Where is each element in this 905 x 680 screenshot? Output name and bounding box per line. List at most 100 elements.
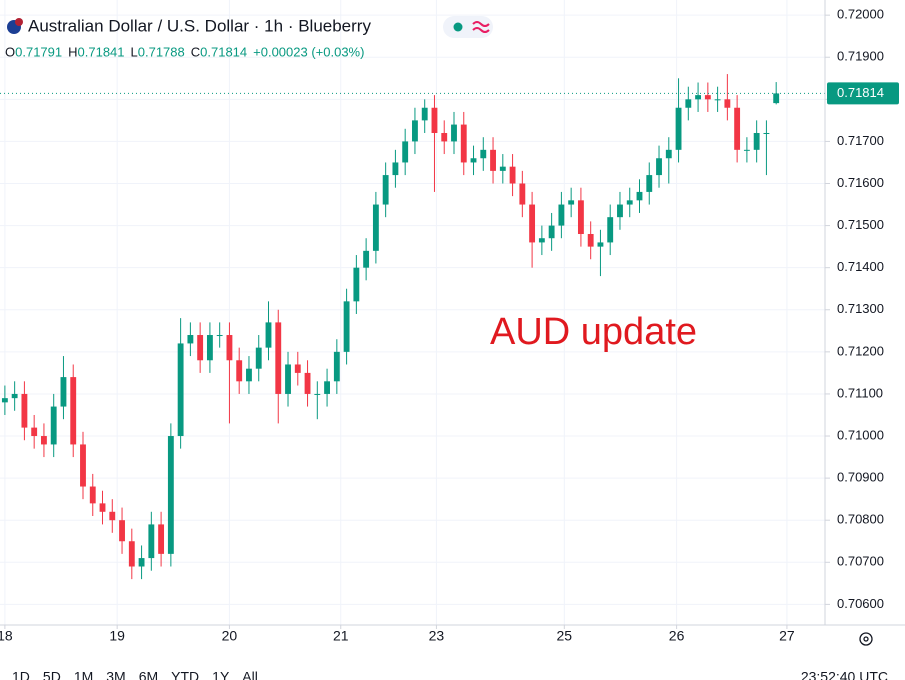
x-tick-label: 21: [333, 628, 349, 644]
price-change: +0.00023 (+0.03%): [253, 44, 364, 59]
candles: [0, 74, 825, 580]
candle-body: [119, 520, 125, 542]
candle-body: [724, 99, 731, 108]
candle-body: [665, 149, 672, 159]
x-tick-label: 19: [109, 628, 125, 644]
clock: 23:52:40 UTC: [801, 669, 888, 680]
candle-body: [324, 381, 330, 394]
range-button[interactable]: YTD: [171, 669, 199, 680]
candle-body: [246, 368, 252, 382]
range-button[interactable]: 1M: [74, 669, 93, 680]
candle-body: [431, 107, 438, 133]
annotation: AUD update: [490, 311, 697, 353]
range-button[interactable]: 6M: [139, 669, 158, 680]
ohlc-label: L: [131, 44, 138, 59]
candle-body: [80, 444, 86, 487]
x-tick-label: 26: [669, 628, 685, 644]
candle-body: [99, 503, 106, 512]
ohlc-value: 0.71841: [78, 44, 125, 59]
candle-body: [558, 204, 565, 226]
toolbar: 1D 5D 1M 3M 6M YTD 1Y All 23:52:40 UTC: [12, 669, 888, 680]
candle-body: [480, 149, 487, 159]
candle-body: [363, 250, 370, 268]
candle-body: [382, 175, 389, 205]
candle-body: [743, 149, 750, 151]
candle-body: [402, 141, 409, 163]
x-tick-label: 18: [0, 628, 13, 644]
y-tick-label: 0.71000: [837, 427, 884, 442]
candle-body: [41, 436, 47, 445]
range-button[interactable]: 3M: [106, 669, 125, 680]
candle-body: [31, 427, 38, 437]
ohlc-value: 0.71791: [15, 44, 62, 59]
last-price-box: [827, 82, 899, 105]
candle-body: [470, 158, 477, 163]
candle-body: [460, 124, 467, 163]
candle-body: [285, 364, 291, 394]
range-button[interactable]: All: [242, 669, 258, 680]
ohlc-legend: O 0.71791 H 0.71841 L 0.71788 C 0.71814 +0.00023…: [5, 44, 364, 59]
y-tick-label: 0.72000: [837, 7, 884, 22]
ohlc-label: C: [191, 44, 200, 59]
candle-body: [158, 524, 165, 554]
candle-body: [187, 335, 194, 344]
candle-body: [490, 149, 496, 171]
candle-body: [206, 335, 213, 361]
y-tick-label: 0.70600: [837, 596, 884, 611]
candle-body: [607, 217, 614, 243]
settings-icon[interactable]: [859, 632, 873, 646]
candle-body: [675, 107, 682, 150]
range-button[interactable]: 1D: [12, 669, 30, 680]
candle-body: [275, 322, 282, 394]
candle-body: [128, 541, 135, 567]
ohlc-label: H: [68, 44, 77, 59]
y-tick-label: 0.71200: [837, 343, 884, 358]
flag-icon: [15, 18, 23, 26]
candle-body: [753, 132, 760, 150]
candle-body: [70, 377, 77, 445]
candle-body: [255, 347, 262, 369]
candle-body: [333, 351, 340, 382]
status-badge[interactable]: [443, 16, 493, 38]
candle-body: [343, 301, 350, 352]
candle-body: [148, 524, 155, 559]
candle-body: [304, 372, 311, 394]
y-tick-label: 0.71100: [837, 385, 883, 400]
candle-body: [451, 124, 457, 142]
settings-icon: [863, 636, 869, 642]
candle-body: [441, 132, 448, 142]
x-tick-label: 25: [557, 628, 573, 644]
candle-body: [353, 267, 360, 302]
x-tick-label: 23: [429, 628, 445, 644]
time-axis: 18 19 20 21 23 25 26 27: [0, 625, 795, 644]
candle-body: [372, 204, 379, 251]
candle-body: [656, 158, 662, 176]
y-tick-label: 0.71600: [837, 175, 884, 190]
ohlc-value: 0.71788: [138, 44, 185, 59]
x-tick-label: 27: [779, 628, 795, 644]
range-button[interactable]: 5D: [43, 669, 61, 680]
candle-body: [392, 162, 399, 176]
candle-body: [587, 234, 594, 247]
candle-body: [412, 120, 418, 142]
candle-body: [519, 183, 526, 205]
candle-body: [21, 393, 28, 428]
candle-body: [714, 99, 721, 101]
y-tick-label: 0.71700: [837, 133, 884, 148]
candle-body: [704, 95, 711, 100]
candle-body: [626, 200, 633, 205]
candle-body: [499, 166, 506, 171]
candle-body: [1, 398, 8, 403]
range-button[interactable]: 1Y: [212, 669, 230, 680]
ohlc-value: 0.71814: [200, 44, 247, 59]
candle-body: [548, 225, 555, 239]
candle-body: [236, 360, 243, 382]
candle-body: [538, 238, 545, 243]
symbol-title[interactable]: Australian Dollar / U.S. Dollar · 1h · B…: [28, 16, 371, 35]
candle-body: [60, 377, 67, 407]
candle-body: [636, 191, 643, 201]
candle-body: [109, 511, 116, 521]
last-price-label: 0.71814: [837, 85, 884, 100]
